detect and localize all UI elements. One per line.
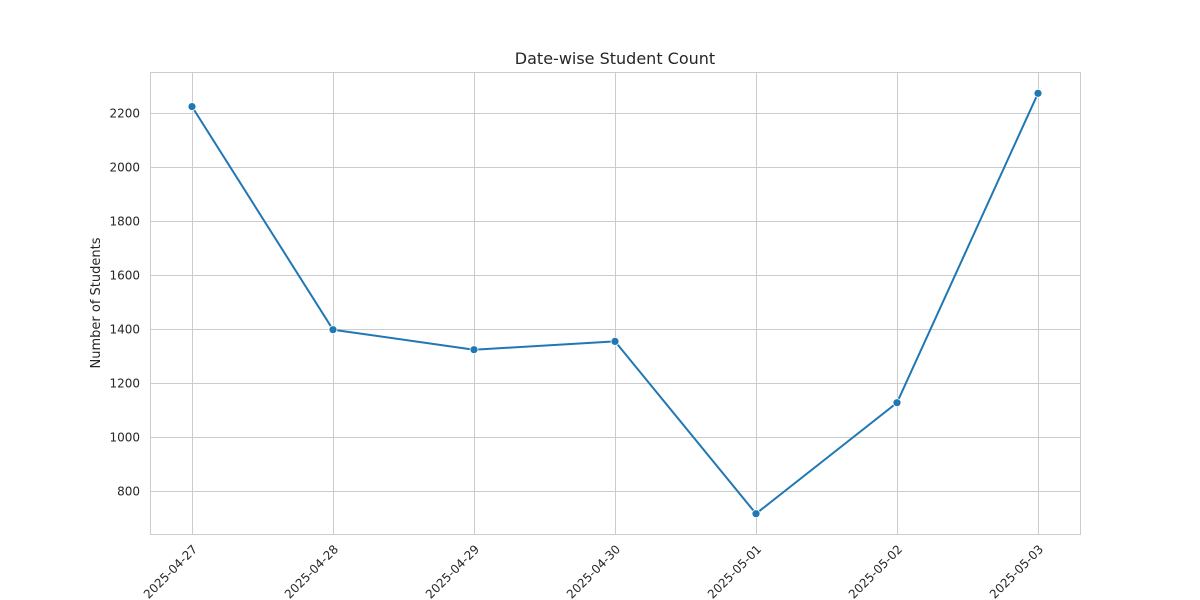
y-tick-label: 2200: [109, 107, 140, 121]
y-tick-label: 1000: [109, 431, 140, 445]
y-axis-label: Number of Students: [89, 237, 104, 368]
plot-frame: [150, 72, 1081, 535]
x-tick-label: 2025-05-03: [987, 542, 1046, 600]
y-tick-label: 1800: [109, 215, 140, 229]
x-tick-label: 2025-04-30: [564, 542, 623, 600]
data-point: [751, 509, 761, 519]
y-tick-label: 1200: [109, 377, 140, 391]
y-tick-label: 1400: [109, 323, 140, 337]
y-tick-label: 2000: [109, 161, 140, 175]
x-tick-label: 2025-04-29: [423, 542, 482, 600]
chart-title: Date-wise Student Count: [515, 49, 715, 68]
y-tick-label: 1600: [109, 269, 140, 283]
data-point: [328, 325, 338, 335]
x-tick-label: 2025-05-02: [846, 542, 905, 600]
series-layer: [187, 88, 1043, 519]
data-point: [892, 398, 902, 408]
x-tick-label: 2025-05-01: [705, 542, 764, 600]
x-tick-label: 2025-04-27: [141, 542, 200, 600]
tick-layer: 800 1000 1200 1400 1600 1800 2000 2200 2025-04-2…: [109, 107, 1046, 600]
data-point: [610, 336, 620, 346]
data-point: [469, 345, 479, 355]
data-point: [1033, 88, 1043, 98]
grid-layer: [151, 72, 1080, 534]
y-tick-label: 800: [117, 485, 140, 499]
x-tick-label: 2025-04-28: [282, 542, 341, 600]
data-point: [187, 102, 197, 111]
